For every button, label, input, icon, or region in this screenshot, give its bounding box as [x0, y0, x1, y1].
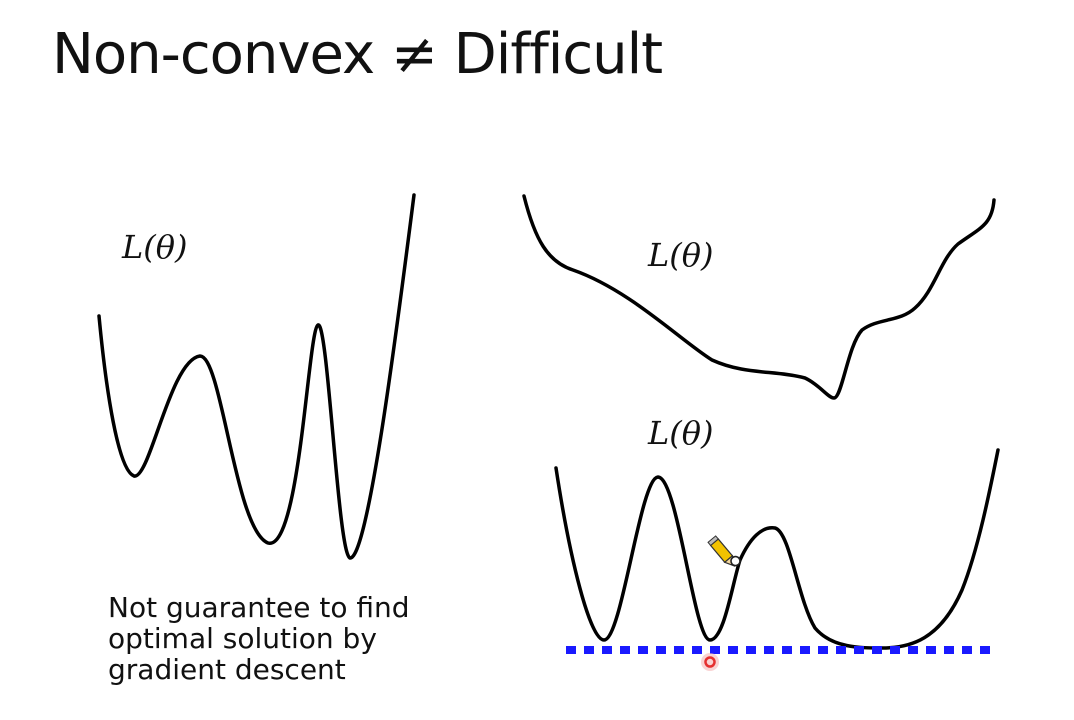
caption-text: Not guarantee to find optimal solution b…: [108, 591, 410, 686]
left-curve-label: L(θ): [122, 228, 188, 266]
left-loss-curve: [97, 193, 416, 560]
pencil-icon: [707, 535, 741, 567]
slide-title: Non-convex ≠ Difficult: [52, 22, 663, 87]
bottom-right-loss-curve: [554, 448, 1000, 650]
bottom-right-curve-label: L(θ): [648, 414, 714, 452]
top-right-loss-curve: [522, 194, 996, 400]
laser-dot-icon: [701, 653, 719, 671]
top-right-curve-label: L(θ): [648, 236, 714, 274]
